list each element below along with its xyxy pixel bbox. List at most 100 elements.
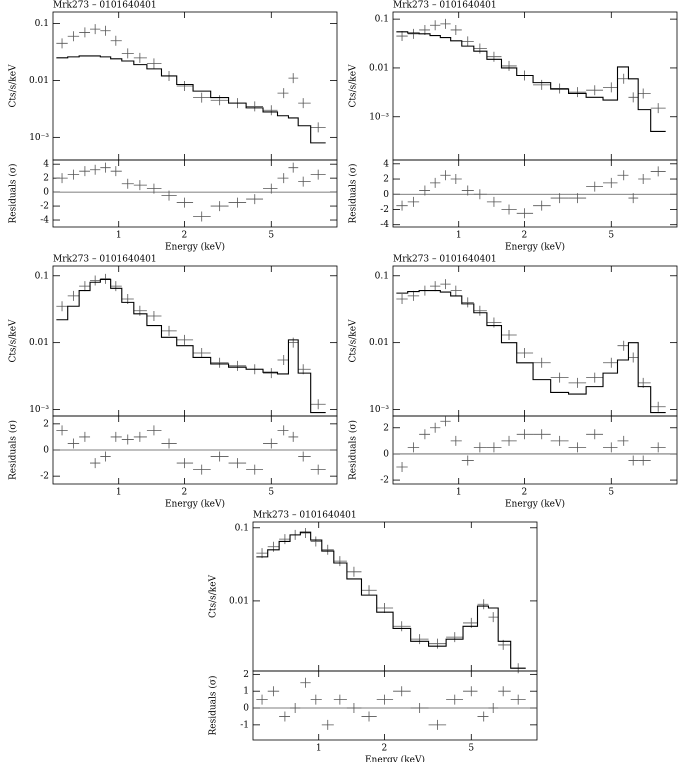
data-point: [56, 38, 68, 49]
data-point: [279, 534, 291, 545]
data-point: [288, 337, 299, 348]
data-point: [228, 458, 247, 469]
y-axis-label: Residuals (σ): [8, 163, 19, 223]
data-point: [477, 711, 489, 722]
data-point: [498, 686, 511, 697]
data-point: [450, 285, 462, 296]
data-point: [210, 201, 229, 212]
data-point: [193, 92, 211, 103]
x-tick-label: 2: [182, 231, 188, 241]
data-point: [650, 166, 666, 177]
x-tick-label: 5: [268, 488, 274, 498]
y-tick-label: 0.01: [369, 338, 389, 348]
data-point: [277, 425, 289, 436]
y-tick-label: -2: [380, 476, 389, 486]
y-axis-label: Residuals (σ): [208, 675, 219, 735]
y-tick-label: 0.01: [29, 338, 49, 348]
data-point: [176, 197, 194, 208]
data-point: [300, 677, 311, 688]
data-point: [133, 431, 147, 442]
panel-title: Mrk273 – 0101640401: [393, 255, 497, 265]
plot-frame: [252, 670, 538, 741]
data-point: [100, 273, 111, 284]
data-point: [277, 173, 289, 184]
data-point: [586, 372, 604, 383]
data-point: [67, 438, 80, 449]
x-tick-label: 1: [456, 231, 462, 241]
x-axis-label: Energy (keV): [505, 242, 565, 253]
data-point: [246, 464, 264, 475]
data-point: [90, 275, 101, 286]
data-point: [473, 189, 487, 200]
data-point: [346, 566, 362, 577]
data-point: [473, 442, 487, 453]
x-axis-label: Energy (keV): [165, 499, 225, 510]
data-point: [263, 183, 278, 194]
data-point: [79, 431, 91, 442]
data-point: [617, 340, 629, 351]
data-point: [486, 196, 502, 207]
data-point: [393, 621, 411, 632]
data-point: [628, 92, 639, 103]
data-point: [516, 348, 534, 359]
data-point: [393, 686, 411, 697]
data-point: [638, 455, 651, 466]
data-point: [361, 711, 377, 722]
y-tick-label: -4: [40, 216, 49, 226]
y-tick-label: 1: [243, 687, 249, 697]
y-axis-label: Residuals (σ): [8, 420, 19, 480]
data-point: [586, 181, 604, 192]
data-point: [79, 281, 91, 292]
data-point: [486, 51, 502, 62]
x-tick-label: 1: [456, 488, 462, 498]
data-point: [246, 101, 264, 112]
data-point: [419, 185, 431, 196]
panel-title: Mrk273 – 0101640401: [393, 1, 497, 11]
data-point: [461, 455, 474, 466]
data-point: [617, 435, 629, 446]
y-tick-label: -4: [380, 220, 389, 230]
x-tick-label: 2: [522, 488, 528, 498]
data-point: [428, 638, 447, 649]
data-point: [603, 442, 618, 453]
data-point: [486, 442, 502, 453]
y-axis-label: Cts/s/keV: [9, 64, 19, 108]
data-point: [56, 173, 68, 184]
data-point: [617, 170, 629, 181]
data-point: [501, 60, 517, 71]
y-tick-label: 0.1: [375, 271, 389, 281]
y-axis-label: Cts/s/keV: [209, 574, 219, 618]
data-point: [430, 281, 441, 292]
y-tick-label: 0: [383, 190, 389, 200]
data-point: [461, 185, 474, 196]
y-tick-label: 2: [43, 419, 49, 429]
data-point: [310, 122, 326, 133]
data-point: [210, 95, 229, 106]
y-tick-label: -2: [40, 202, 49, 212]
data-point: [510, 694, 526, 705]
data-point: [263, 368, 278, 379]
data-point: [321, 544, 334, 555]
y-tick-label: 0: [43, 188, 49, 198]
y-tick-label: 0: [43, 446, 49, 456]
y-tick-label: 0: [243, 704, 249, 714]
panel-title: Mrk273 – 0101640401: [53, 1, 157, 11]
data-point: [450, 24, 462, 35]
data-point: [568, 87, 587, 98]
data-point: [501, 435, 517, 446]
y-tick-label: 0.01: [369, 63, 389, 73]
data-point: [110, 166, 122, 177]
y-axis-label: Cts/s/keV: [9, 319, 19, 363]
model-line: [396, 290, 666, 414]
data-point: [603, 357, 618, 368]
data-point: [100, 25, 111, 36]
data-point: [440, 18, 451, 29]
data-point: [256, 694, 268, 705]
data-point: [279, 711, 291, 722]
data-point: [440, 170, 451, 181]
data-point: [419, 429, 431, 440]
y-tick-label: 0.01: [229, 596, 249, 606]
y-tick-label: 0.1: [235, 523, 249, 533]
data-point: [263, 105, 278, 116]
